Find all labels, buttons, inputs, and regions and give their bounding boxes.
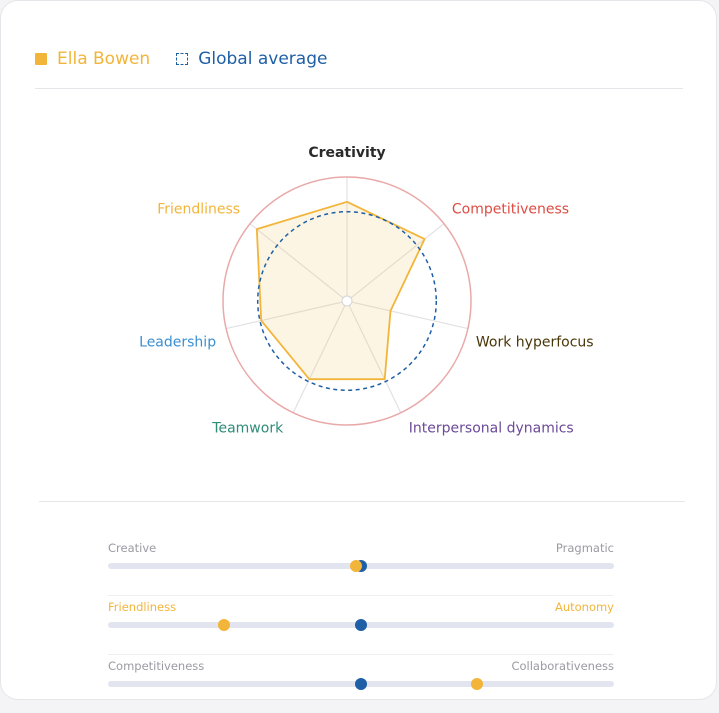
axis-line: [292, 300, 348, 413]
divider-middle: [39, 501, 685, 502]
chart-legend: Ella Bowen Global average: [35, 49, 353, 69]
axis-label: Interpersonal dynamics: [409, 421, 574, 437]
slider-left-label: Creative: [108, 541, 157, 555]
slider-row: Friendliness Autonomy: [108, 595, 614, 654]
axis-line: [346, 300, 402, 413]
legend-swatch-solid: [35, 53, 47, 65]
slider-marker-average[interactable]: [355, 678, 367, 690]
slider-marker-user[interactable]: [218, 619, 231, 631]
slider-marker-average[interactable]: [355, 619, 367, 631]
axis-line: [346, 223, 445, 302]
slider-right-label: Autonomy: [554, 600, 614, 614]
slider-row: Competitiveness Collaborativeness: [108, 654, 614, 713]
legend-label-average: Global average: [198, 49, 328, 69]
axis-line: [249, 223, 348, 302]
axis-label: Work hyperfocus: [476, 335, 594, 351]
axis-label: Teamwork: [211, 421, 284, 437]
series-polygon-user: [255, 200, 426, 381]
slider-marker-user[interactable]: [349, 560, 362, 572]
slider-left-label: Friendliness: [108, 600, 177, 614]
axis-line: [225, 300, 348, 330]
legend-item-user[interactable]: Ella Bowen: [35, 49, 150, 69]
center-marker: [341, 295, 353, 307]
divider-top: [35, 88, 683, 89]
series-polygon-average: [256, 210, 438, 392]
axis-label: Competitiveness: [452, 202, 569, 218]
axis-label: Leadership: [139, 335, 216, 351]
axis-line: [346, 300, 469, 330]
outer-ring: [222, 176, 472, 426]
legend-label-user: Ella Bowen: [57, 49, 151, 69]
axis-label: Friendliness: [157, 202, 240, 218]
slider-left-label: Competitiveness: [108, 659, 205, 673]
trait-sliders: Creative Pragmatic Friendliness Autonomy Com…: [108, 537, 614, 713]
slider-right-label: Collaborativeness: [511, 659, 614, 673]
profile-card: Ella Bowen Global average Creativity Comp…: [0, 0, 717, 700]
axis-label: Creativity: [308, 145, 385, 161]
legend-swatch-dashed: [176, 53, 189, 65]
radar-chart: Creativity Competitiveness Work hyperfocus…: [139, 145, 594, 437]
slider-right-label: Pragmatic: [555, 541, 614, 555]
slider-marker-user[interactable]: [471, 678, 484, 690]
legend-item-average[interactable]: Global average: [176, 49, 327, 69]
slider-row: Creative Pragmatic: [108, 537, 614, 595]
